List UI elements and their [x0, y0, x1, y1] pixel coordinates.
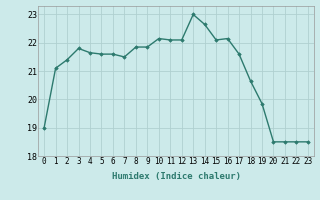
X-axis label: Humidex (Indice chaleur): Humidex (Indice chaleur)	[111, 172, 241, 181]
